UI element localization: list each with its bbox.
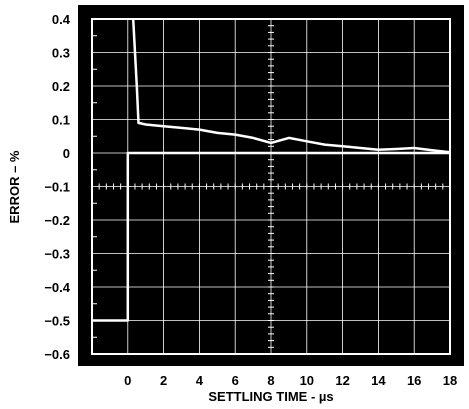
x-tick-label: 18 [443, 373, 457, 388]
x-tick-label: 4 [196, 373, 204, 388]
y-tick-label: −0.2 [44, 213, 70, 228]
y-axis-title: ERROR – % [7, 150, 22, 223]
x-tick-label: 8 [267, 373, 274, 388]
x-tick-label: 10 [300, 373, 314, 388]
x-tick-label: 14 [371, 373, 386, 388]
x-tick-label: 12 [335, 373, 349, 388]
series-line-1 [92, 151, 450, 322]
y-tick-label: −0.3 [44, 247, 70, 262]
x-tick-labels: 0 2 4 6 8 10 12 14 16 18 [124, 373, 457, 388]
x-tick-label: 2 [160, 373, 167, 388]
x-tick-label: 6 [232, 373, 239, 388]
x-axis-title: SETTLING TIME - µs [208, 389, 333, 404]
y-tick-label: 0.2 [52, 79, 70, 94]
y-tick-label: 0.4 [52, 12, 71, 27]
y-tick-label: −0.5 [44, 314, 70, 329]
series-layer [92, 18, 451, 322]
plot-frame [91, 18, 451, 355]
y-tick-label: −0.4 [44, 280, 70, 295]
y-tick-label: 0.3 [52, 46, 70, 61]
y-tick-label: −0.6 [44, 347, 70, 362]
y-tick-label: 0 [63, 146, 70, 161]
y-tick-labels: 0.4 0.3 0.2 0.1 0 −0.1 −0.2 −0.3 −0.4 −0.5 −0.6 [44, 12, 70, 362]
x-tick-label: 0 [124, 373, 131, 388]
y-tick-label: 0.1 [52, 113, 70, 128]
x-tick-label: 16 [407, 373, 421, 388]
y-tick-label: −0.1 [44, 180, 70, 195]
series-line-2 [131, 18, 451, 154]
